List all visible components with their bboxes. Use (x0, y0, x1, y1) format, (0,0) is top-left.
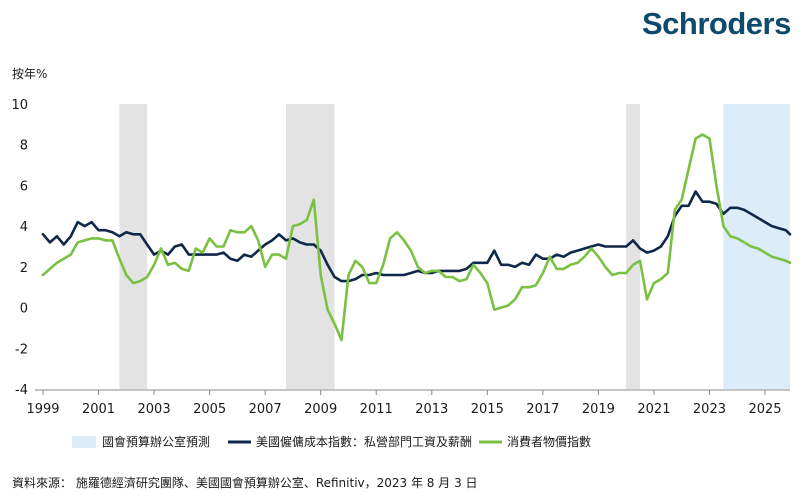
schroders-logo: Schroders (642, 6, 791, 41)
series-line-eci (41, 190, 792, 283)
x-tick-label: 2003 (138, 402, 171, 417)
x-tick-label: 2011 (360, 402, 393, 417)
x-tick-label: 2023 (693, 402, 726, 417)
x-tick-label: 2019 (582, 402, 615, 417)
forecast-band (723, 104, 790, 389)
x-tick-label: 2017 (526, 402, 559, 417)
y-axis-label: 按年% (12, 67, 47, 81)
series-line-cpi (41, 133, 792, 342)
y-tick-label: -2 (15, 342, 28, 357)
x-tick-label: 2009 (304, 402, 337, 417)
legend-label-forecast: 國會預算辦公室預測 (102, 434, 210, 449)
y-tick-label: 8 (20, 139, 28, 154)
x-tick-label: 1999 (26, 402, 59, 417)
x-tick-label: 2013 (415, 402, 448, 417)
legend-label-eci: 美國僱傭成本指數：私營部門工資及薪酬 (256, 434, 472, 449)
x-tick-label: 2007 (249, 402, 282, 417)
y-tick-label: 2 (20, 261, 28, 276)
x-tick-label: 2021 (637, 402, 670, 417)
y-tick-label: 6 (20, 179, 28, 194)
recession-band (626, 104, 641, 389)
legend-label-cpi: 消費者物價指數 (507, 434, 591, 449)
y-tick-label: 10 (11, 98, 28, 113)
y-tick-label: 4 (20, 220, 28, 235)
recession-band (285, 104, 335, 389)
recession-band (119, 104, 148, 389)
y-tick-label: 0 (20, 302, 28, 317)
x-tick-label: 2005 (193, 402, 226, 417)
source-note: 資料來源： 施羅德經濟研究團隊、美國國會預算辦公室、Refinitiv，2023… (12, 476, 478, 490)
legend-swatch-forecast (72, 436, 96, 448)
y-tick-label: -4 (15, 383, 28, 398)
x-tick-label: 2025 (748, 402, 781, 417)
x-tick-label: 2001 (82, 402, 115, 417)
x-tick-label: 2015 (471, 402, 504, 417)
